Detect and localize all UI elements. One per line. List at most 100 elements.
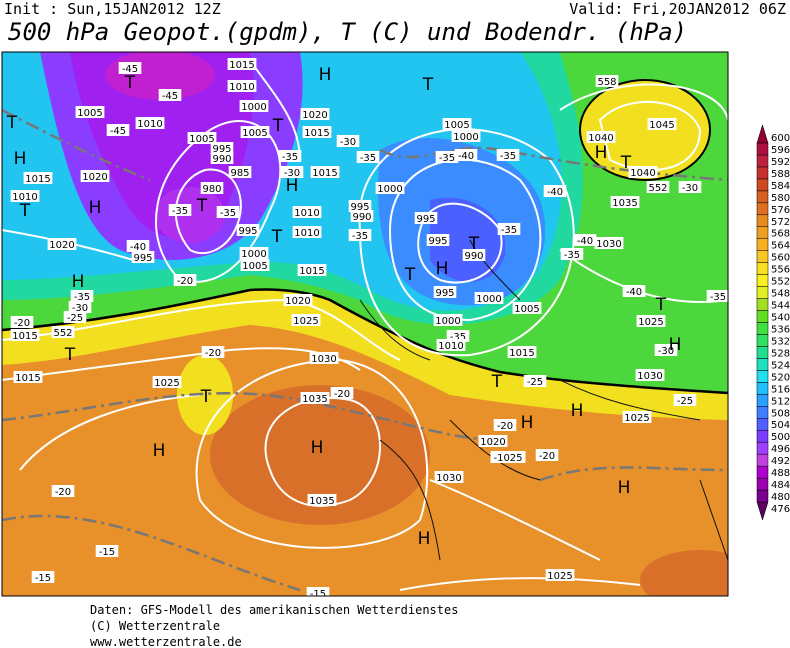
contour-label: 995 xyxy=(428,236,447,247)
legend-swatch xyxy=(756,190,769,204)
legend-label: 584 xyxy=(771,181,790,192)
contour-label: 990 xyxy=(352,212,371,223)
label-box xyxy=(236,224,260,236)
legend-label: 516 xyxy=(771,384,790,395)
contour-label: -20 xyxy=(177,276,193,287)
contour-label: 985 xyxy=(230,168,249,179)
contour-label: 1015 xyxy=(229,60,254,71)
label-box xyxy=(292,226,322,238)
label-box xyxy=(280,166,304,178)
contour-label: -15 xyxy=(310,589,326,600)
pressure-center: T xyxy=(422,75,434,95)
contour-label: 1035 xyxy=(302,394,327,405)
legend-label: 564 xyxy=(771,241,790,252)
contour-label: 1000 xyxy=(241,102,266,113)
contour-label: 1020 xyxy=(82,172,107,183)
contour-label: -20 xyxy=(334,389,350,400)
label-box xyxy=(240,259,270,271)
contour-label: 1005 xyxy=(514,304,539,315)
contour-label: -30 xyxy=(340,137,356,148)
label-box xyxy=(462,249,486,261)
label-box xyxy=(302,126,332,138)
label-box xyxy=(435,151,459,163)
label-box xyxy=(10,329,40,341)
pressure-center: H xyxy=(319,65,332,85)
footer-source: Daten: GFS-Modell des amerikanischen Wet… xyxy=(90,603,458,617)
label-box xyxy=(239,100,269,112)
label-box xyxy=(478,435,508,447)
legend-label: 496 xyxy=(771,444,790,455)
label-box xyxy=(283,294,313,306)
label-box xyxy=(622,411,652,423)
contour-label: 1020 xyxy=(49,240,74,251)
map-frame xyxy=(1,51,729,597)
contour-label: -20 xyxy=(539,451,555,462)
label-box xyxy=(13,371,43,383)
legend-label: 508 xyxy=(771,408,790,419)
contour-label: -35 xyxy=(500,151,516,162)
legend-swatch xyxy=(756,202,769,216)
contour-label: 1005 xyxy=(189,134,214,145)
label-box xyxy=(586,131,616,143)
contour-label: 1015 xyxy=(299,266,324,277)
label-box xyxy=(433,314,463,326)
contour-label: 1000 xyxy=(377,184,402,195)
contour-label: 1020 xyxy=(285,296,310,307)
pressure-center: T xyxy=(655,295,667,315)
label-box xyxy=(131,251,155,263)
label-box xyxy=(545,569,575,581)
label-box xyxy=(622,285,646,297)
legend-label: 548 xyxy=(771,289,790,300)
legend-label: 540 xyxy=(771,313,790,324)
contour-label: 552 xyxy=(648,183,667,194)
label-box xyxy=(646,181,670,193)
contour-label: 1015 xyxy=(312,168,337,179)
contour-label: 1010 xyxy=(12,192,37,203)
contour-label: 1010 xyxy=(294,208,319,219)
label-box xyxy=(348,229,372,241)
contour-label: 558 xyxy=(597,77,616,88)
contour-label: 1000 xyxy=(453,132,478,143)
label-box xyxy=(63,311,87,323)
pressure-center: T xyxy=(124,73,136,93)
pressure-center: T xyxy=(19,201,31,221)
label-box xyxy=(68,301,92,313)
init-time: Init : Sun,15JAN2012 12Z xyxy=(4,0,221,18)
contour-label: 990 xyxy=(464,251,483,262)
label-box xyxy=(426,234,450,246)
label-box xyxy=(200,182,224,194)
contour-label: 1025 xyxy=(154,378,179,389)
contour-label: 1000 xyxy=(435,316,460,327)
legend-label: 488 xyxy=(771,468,790,479)
contour-label: 1030 xyxy=(436,473,461,484)
label-box xyxy=(10,190,40,202)
contour-label: 1005 xyxy=(77,108,102,119)
contour-label: -1025 xyxy=(493,453,522,464)
label-box xyxy=(594,237,624,249)
legend-swatch xyxy=(756,441,769,455)
label-box xyxy=(152,376,182,388)
legend-swatch xyxy=(756,226,769,239)
contour-label: -20 xyxy=(497,421,513,432)
legend-label: 504 xyxy=(771,420,790,431)
label-box xyxy=(173,274,197,286)
contour-label: 1005 xyxy=(242,261,267,272)
label-box xyxy=(300,392,330,404)
pressure-center: H xyxy=(669,335,682,355)
label-box xyxy=(201,346,225,358)
label-box xyxy=(454,149,478,161)
contour-label: 1010 xyxy=(137,119,162,130)
label-box xyxy=(330,387,354,399)
label-box xyxy=(135,117,165,129)
legend-label: 568 xyxy=(771,229,790,240)
label-box xyxy=(654,344,678,356)
contour-label: -20 xyxy=(14,318,30,329)
legend-swatch xyxy=(756,417,769,431)
pressure-center: H xyxy=(418,529,431,549)
color-legend: 4764804844884924965005045085125165205245… xyxy=(756,124,790,521)
contour-label: -30 xyxy=(682,183,698,194)
valid-time: Valid: Fri,20JAN2012 06Z xyxy=(569,0,786,18)
contour-label: 1015 xyxy=(304,128,329,139)
label-box xyxy=(227,80,257,92)
label-box xyxy=(118,62,142,74)
